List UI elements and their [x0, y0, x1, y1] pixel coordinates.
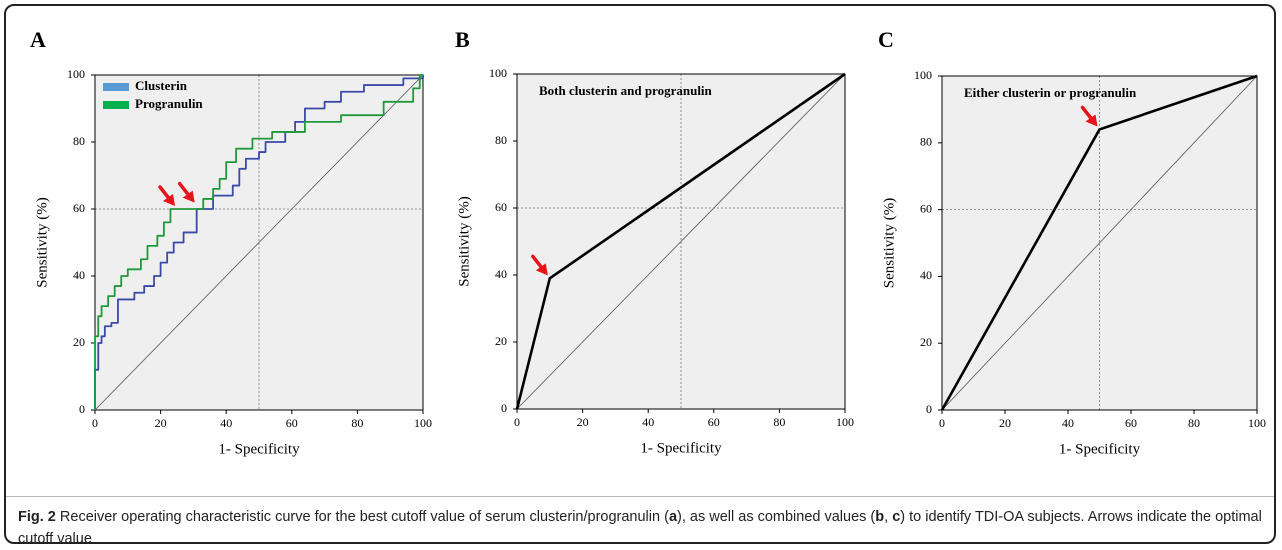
roc-curve [515, 72, 846, 410]
x-tick-label: 100 [836, 415, 854, 429]
x-tick-label: 80 [351, 416, 363, 430]
y-tick-label: 60 [920, 201, 932, 215]
y-axis-label: Sensitivity (%) [881, 198, 897, 288]
x-axis-label: 1- Specificity [1059, 441, 1141, 457]
figure: 0 20 40 60 80 100 0 20 40 60 80 100 1- Specificity Se… [30, 27, 1266, 457]
plot-border [941, 75, 1258, 411]
y-tick-label: 100 [67, 67, 85, 81]
caption-ref: b [875, 509, 885, 525]
x-tick-label: 100 [1248, 416, 1266, 430]
y-tick-label: 40 [920, 268, 932, 282]
cutoff-arrow [531, 254, 548, 276]
caption: Fig. 2 Receiver operating characteristic… [18, 506, 1268, 550]
legend-swatch [103, 101, 129, 109]
figure-frame [4, 4, 1276, 544]
diagonal [941, 75, 1258, 411]
roc-curve [94, 75, 424, 410]
panel-label: B [455, 27, 470, 52]
x-tick-label: 60 [708, 415, 720, 429]
y-tick-label: 0 [79, 402, 85, 416]
y-tick-label: 100 [914, 68, 932, 82]
cutoff-arrow [1080, 105, 1098, 127]
arrow-head [182, 190, 195, 203]
caption-text: , [884, 509, 893, 525]
diagonal [94, 74, 424, 411]
cutoff-arrow [158, 185, 175, 206]
plot-border [516, 73, 846, 410]
x-tick-label: 40 [1062, 416, 1074, 430]
y-tick-label: 20 [495, 334, 507, 348]
legend-label: Progranulin [135, 96, 203, 111]
y-axis-label: Sensitivity (%) [456, 196, 472, 286]
annotation: Either clusterin or progranulin [964, 85, 1137, 100]
diagonal [516, 73, 846, 410]
cutoff-arrow [177, 181, 195, 203]
x-tick-label: 40 [642, 415, 654, 429]
y-tick-label: 60 [495, 200, 507, 214]
y-tick-label: 80 [495, 133, 507, 147]
y-tick-label: 40 [495, 267, 507, 281]
x-tick-label: 40 [220, 416, 232, 430]
y-tick-label: 0 [926, 402, 932, 416]
caption-ref: c [892, 509, 901, 525]
y-tick-label: 60 [73, 201, 85, 215]
roc-curve [940, 74, 1258, 411]
panel-label: A [30, 27, 46, 52]
caption-text: Receiver operating characteristic curve … [55, 509, 669, 525]
caption-text: ) to identify TDI-OA subjects. Arrows in… [18, 509, 1262, 547]
caption-text: ), as well as combined values ( [677, 509, 876, 525]
x-tick-label: 0 [92, 416, 98, 430]
y-tick-label: 20 [73, 335, 85, 349]
x-tick-label: 20 [155, 416, 167, 430]
x-tick-label: 60 [286, 416, 298, 430]
x-axis-label: 1- Specificity [640, 440, 722, 456]
panel-label: C [878, 27, 894, 52]
y-tick-label: 100 [489, 66, 507, 80]
separator [6, 496, 1274, 497]
y-tick-label: 20 [920, 335, 932, 349]
plot-border [94, 74, 424, 411]
y-tick-label: 80 [920, 135, 932, 149]
legend-swatch [103, 83, 129, 91]
x-tick-label: 0 [514, 415, 520, 429]
x-tick-label: 100 [414, 416, 432, 430]
y-tick-label: 80 [73, 134, 85, 148]
arrow-head [535, 263, 548, 276]
arrow-head [163, 194, 175, 206]
legend-label: Clusterin [135, 78, 188, 93]
x-tick-label: 20 [999, 416, 1011, 430]
y-axis-label: Sensitivity (%) [34, 197, 50, 287]
x-tick-label: 80 [773, 415, 785, 429]
x-tick-label: 0 [939, 416, 945, 430]
x-axis-label: 1- Specificity [218, 441, 300, 457]
annotation: Both clusterin and progranulin [539, 83, 713, 98]
x-tick-label: 20 [577, 415, 589, 429]
y-tick-label: 40 [73, 268, 85, 282]
x-tick-label: 60 [1125, 416, 1137, 430]
roc-curve [94, 74, 423, 410]
caption-ref: a [668, 509, 678, 525]
caption-label: Fig. 2 [18, 509, 56, 525]
x-tick-label: 80 [1188, 416, 1200, 430]
arrow-head [1085, 114, 1098, 127]
y-tick-label: 0 [501, 401, 507, 415]
